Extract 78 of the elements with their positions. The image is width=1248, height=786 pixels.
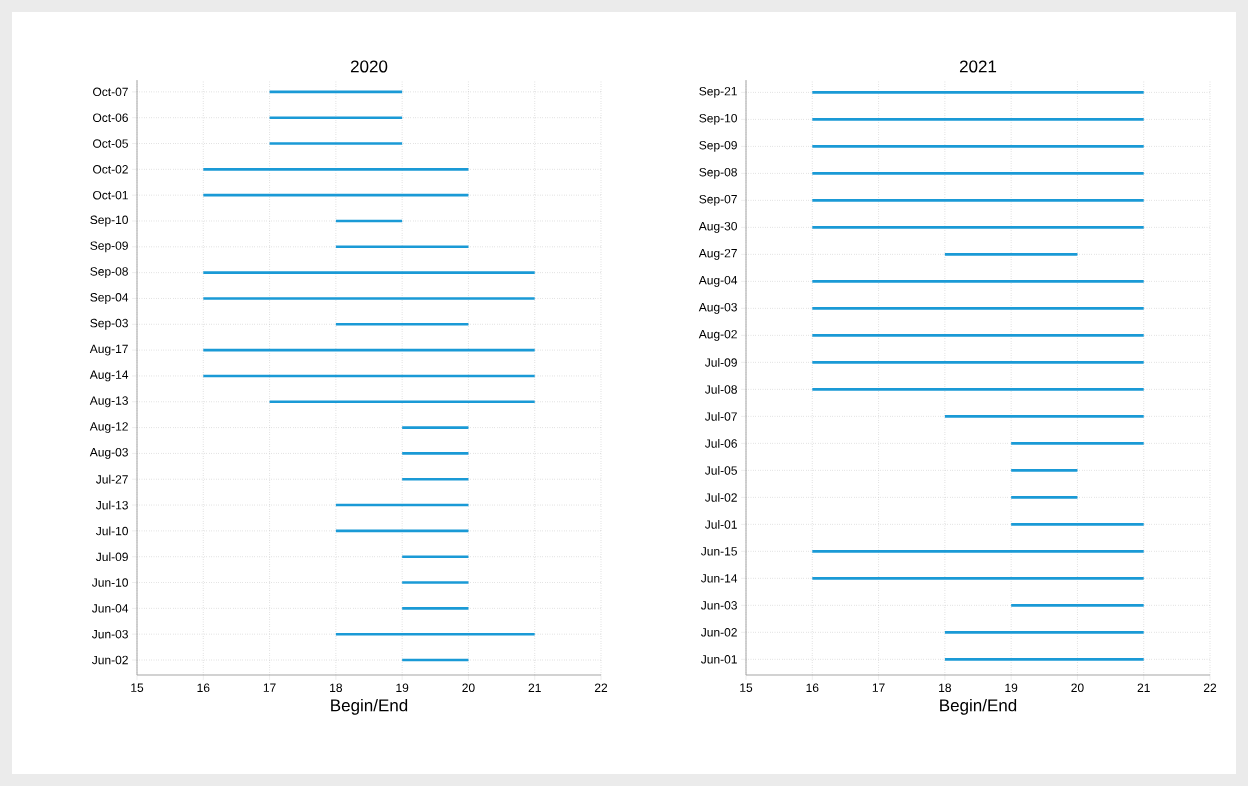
x-tick-label: 21 <box>528 683 541 692</box>
y-tick-label: Oct-02 <box>93 165 128 174</box>
x-tick-label: 22 <box>594 683 608 692</box>
x-tick-label: 17 <box>872 683 885 692</box>
y-tick-label: Jul-13 <box>95 500 128 510</box>
y-tick-label: Sep-09 <box>699 140 737 152</box>
x-tick-label: 18 <box>939 683 952 693</box>
y-tick-label: Oct-05 <box>93 139 128 148</box>
y-tick-label: Jul-07 <box>704 411 737 421</box>
y-tick-label: Jul-09 <box>95 552 128 562</box>
y-tick-label: Jul-05 <box>704 465 737 475</box>
x-axis-title: Begin/End <box>940 698 1017 715</box>
y-tick-label: Aug-03 <box>89 447 128 459</box>
y-tick-label: Aug-04 <box>698 275 738 287</box>
y-tick-label: Sep-10 <box>699 113 737 125</box>
x-tick-label: 17 <box>263 683 276 692</box>
y-tick-label: Aug-30 <box>698 221 737 233</box>
y-tick-label: Sep-08 <box>90 267 128 279</box>
bar <box>402 426 469 429</box>
bar <box>402 555 469 558</box>
x-tick-label: 21 <box>1137 683 1150 692</box>
bar <box>203 297 535 300</box>
y-tick-label: Sep-08 <box>699 167 737 179</box>
x-tick-label: 15 <box>740 683 753 692</box>
chart-title: 2021 <box>959 60 997 73</box>
y-tick-label: Jul-27 <box>95 474 128 484</box>
y-tick-label: Aug-27 <box>698 248 737 260</box>
bar <box>269 116 403 119</box>
y-tick-label: Jun-03 <box>91 629 128 639</box>
bar <box>335 322 469 326</box>
y-tick-label: Oct-06 <box>93 113 128 122</box>
x-tick-label: 19 <box>1005 683 1018 693</box>
y-tick-label: Jun-03 <box>700 601 737 610</box>
bar <box>203 271 535 274</box>
y-tick-label: Aug-13 <box>89 396 128 408</box>
x-tick-label: 16 <box>806 683 819 693</box>
y-tick-label: Jul-06 <box>704 438 737 448</box>
y-tick-label: Jul-02 <box>704 492 737 502</box>
y-tick-label: Aug-14 <box>89 370 129 382</box>
x-tick-label: 15 <box>131 683 144 692</box>
bar <box>402 607 469 610</box>
x-tick-label: 18 <box>330 683 343 693</box>
y-tick-label: Jul-01 <box>704 519 737 529</box>
x-axis-title: Begin/End <box>331 698 408 715</box>
y-tick-label: Jun-10 <box>91 578 129 587</box>
bar <box>402 581 469 584</box>
y-tick-label: Jun-02 <box>91 655 128 665</box>
y-tick-label: Jul-10 <box>95 526 129 536</box>
y-tick-label: Aug-02 <box>698 329 737 341</box>
bar <box>269 142 403 145</box>
x-tick-label: 19 <box>396 683 409 693</box>
y-tick-label: Sep-07 <box>699 194 737 206</box>
y-tick-label: Jun-14 <box>700 574 738 583</box>
y-tick-label: Jul-08 <box>704 384 737 394</box>
y-tick-label: Aug-12 <box>89 422 128 434</box>
x-tick-label: 16 <box>197 683 210 693</box>
y-tick-label: Aug-03 <box>698 302 737 314</box>
y-tick-label: Jun-04 <box>91 604 129 613</box>
y-tick-label: Jun-02 <box>700 628 737 637</box>
x-tick-label: 20 <box>1071 683 1084 693</box>
bar <box>402 477 469 481</box>
y-tick-label: Aug-17 <box>89 344 128 356</box>
bar <box>269 400 535 404</box>
y-tick-label: Jun-01 <box>700 655 737 664</box>
y-tick-label: Sep-10 <box>90 215 129 227</box>
x-tick-label: 22 <box>1203 683 1217 692</box>
y-tick-label: Sep-04 <box>90 293 129 304</box>
chart-title: 2020 <box>350 60 388 73</box>
y-tick-label: Jul-09 <box>704 357 737 367</box>
y-tick-label: Oct-01 <box>93 190 128 200</box>
y-tick-label: Oct-07 <box>93 87 128 97</box>
x-tick-label: 20 <box>462 683 475 693</box>
y-tick-label: Sep-21 <box>699 86 737 98</box>
y-tick-label: Sep-03 <box>90 318 128 330</box>
y-tick-label: Sep-09 <box>90 241 128 253</box>
bar <box>402 452 469 455</box>
bar <box>203 168 469 171</box>
y-tick-label: Jun-15 <box>700 547 737 556</box>
